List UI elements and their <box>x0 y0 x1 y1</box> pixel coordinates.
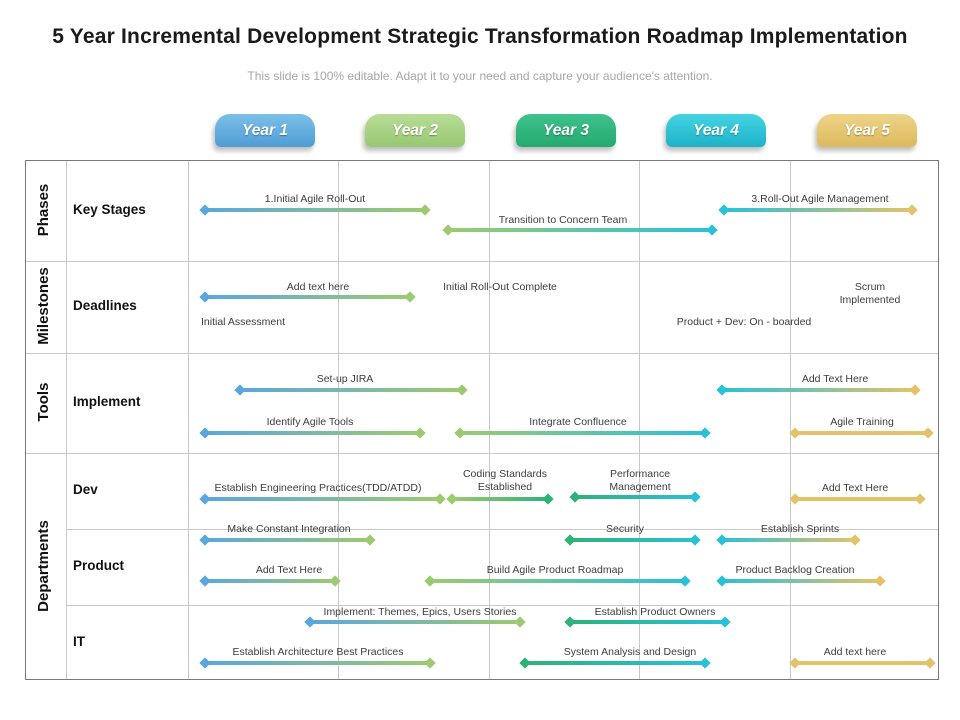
timeline-bar <box>570 620 725 624</box>
grid-hline <box>26 453 938 454</box>
group-label-tools: Tools <box>35 382 52 422</box>
timeline-bar <box>205 208 425 212</box>
bar-label: Build Agile Product Roadmap <box>486 564 624 576</box>
timeline-bar <box>722 579 880 583</box>
timeline-bar <box>460 431 705 435</box>
bar-label: Make Constant Integration <box>227 523 351 535</box>
row-label-dev: Dev <box>73 482 98 497</box>
timeline-bar <box>430 579 685 583</box>
year-tab-5: Year 5 <box>817 114 917 147</box>
year-tab-2: Year 2 <box>365 114 465 147</box>
bar-label: Set-up JIRA <box>316 373 374 385</box>
bar-label: System Analysis and Design <box>563 646 697 658</box>
bar-label: Add Text Here <box>821 482 889 494</box>
grid-vline <box>338 161 339 679</box>
bar-label: Add Text Here <box>255 564 323 576</box>
milestone-text: Initial Roll-Out Complete <box>443 281 557 293</box>
timeline-bar <box>722 538 855 542</box>
bar-label: 3.Roll-Out Agile Management <box>751 193 889 205</box>
bar-label: Integrate Confluence <box>529 416 627 428</box>
grid-hline <box>26 353 938 354</box>
grid-vline <box>66 161 67 679</box>
bar-label: Transition to Concern Team <box>498 214 628 226</box>
timeline-bar <box>205 661 430 665</box>
timeline-bar <box>795 661 930 665</box>
bar-label: Agile Training <box>830 416 894 428</box>
timeline-bar <box>575 495 695 499</box>
timeline-bar <box>722 388 915 392</box>
bar-label: Add Text Here <box>801 373 869 385</box>
milestone-text: Scrum Implemented <box>839 281 901 307</box>
timeline-bar <box>205 295 410 299</box>
timeline-bar <box>724 208 912 212</box>
row-label-it: IT <box>73 634 85 649</box>
bar-label: Performance Management <box>609 468 671 494</box>
grid-hline <box>66 529 938 530</box>
page-title: 5 Year Incremental Development Strategic… <box>52 25 908 48</box>
timeline-bar <box>448 228 712 232</box>
bar-label: Security <box>606 523 644 535</box>
bar-label: Establish Engineering Practices(TDD/ATDD… <box>214 482 422 494</box>
bar-label: Identify Agile Tools <box>266 416 354 428</box>
bar-label: Establish Product Owners <box>594 606 716 618</box>
milestone-text: Product + Dev: On - boarded <box>676 316 812 328</box>
timeline-bar <box>310 620 520 624</box>
roadmap-table-frame <box>25 160 939 680</box>
year-tab-4: Year 4 <box>666 114 766 147</box>
timeline-bar <box>205 538 370 542</box>
timeline-bar <box>795 497 920 501</box>
bar-label: Add text here <box>286 281 350 293</box>
row-label-deadlines: Deadlines <box>73 298 137 313</box>
timeline-bar <box>452 497 548 501</box>
grid-hline <box>66 605 938 606</box>
bar-label: Establish Architecture Best Practices <box>232 646 404 658</box>
timeline-bar <box>205 497 440 501</box>
bar-label: Product Backlog Creation <box>735 564 855 576</box>
bar-label: Implement: Themes, Epics, Users Stories <box>323 606 517 618</box>
timeline-bar <box>240 388 462 392</box>
bar-label: Coding Standards Established <box>462 468 548 494</box>
row-label-key-stages: Key Stages <box>73 202 146 217</box>
timeline-bar <box>795 431 928 435</box>
year-tab-3: Year 3 <box>516 114 616 147</box>
timeline-bar <box>570 538 695 542</box>
grid-hline <box>26 261 938 262</box>
timeline-bar <box>525 661 705 665</box>
row-label-product: Product <box>73 558 125 573</box>
timeline-bar <box>205 579 335 583</box>
grid-vline <box>639 161 640 679</box>
bar-label: 1.Initial Agile Roll-Out <box>264 193 366 205</box>
bar-label: Add text here <box>823 646 887 658</box>
grid-vline <box>790 161 791 679</box>
year-tab-1: Year 1 <box>215 114 315 147</box>
milestone-text: Initial Assessment <box>200 316 286 328</box>
subtitle: This slide is 100% editable. Adapt it to… <box>247 69 713 83</box>
timeline-bar <box>205 431 420 435</box>
group-label-departments: Departments <box>35 520 52 612</box>
grid-vline <box>188 161 189 679</box>
grid-vline <box>489 161 490 679</box>
bar-label: Establish Sprints <box>760 523 840 535</box>
row-label-implement: Implement <box>73 394 141 409</box>
